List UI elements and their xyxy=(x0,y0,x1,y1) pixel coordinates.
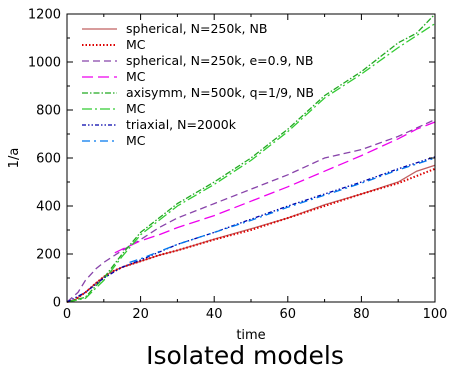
series-line-8 xyxy=(129,157,436,264)
legend-label-4: MC xyxy=(126,69,146,84)
y-tick-label: 800 xyxy=(36,104,61,119)
x-tick-label: 20 xyxy=(132,307,149,322)
series-line-7 xyxy=(66,156,436,303)
x-axis-label: time xyxy=(236,328,265,343)
legend-label-6: MC xyxy=(126,101,146,116)
legend-label-8: MC xyxy=(126,133,146,148)
legend-label-5: axisymm, N=500k, q=1/9, NB xyxy=(126,85,314,100)
x-tick-label: 60 xyxy=(280,307,297,322)
legend-label-1: spherical, N=250k, NB xyxy=(126,21,267,36)
series-line-3 xyxy=(66,119,436,303)
legend-label-3: spherical, N=250k, e=0.9, NB xyxy=(126,53,313,68)
legend-label-2: MC xyxy=(126,37,146,52)
y-tick-label: 1000 xyxy=(28,56,61,71)
legend-label-7: triaxial, N=2000k xyxy=(126,117,237,132)
series-line-4 xyxy=(114,121,436,254)
y-tick-label: 200 xyxy=(36,248,61,263)
series-line-1 xyxy=(66,164,436,303)
y-axis-label: 1/a xyxy=(7,148,22,169)
y-tick-label: 400 xyxy=(36,200,61,215)
x-tick-label: 100 xyxy=(423,307,448,322)
x-tick-label: 40 xyxy=(206,307,223,322)
series-line-5 xyxy=(66,13,436,303)
y-tick-label: 600 xyxy=(36,152,61,167)
plot-lines xyxy=(66,13,436,303)
x-tick-label: 0 xyxy=(63,307,71,322)
series-line-6 xyxy=(66,23,436,303)
series-line-2 xyxy=(66,167,436,303)
y-tick-label: 1200 xyxy=(28,8,61,23)
y-tick-label: 0 xyxy=(53,296,61,311)
x-tick-label: 80 xyxy=(353,307,370,322)
chart-caption: Isolated models xyxy=(146,341,344,369)
